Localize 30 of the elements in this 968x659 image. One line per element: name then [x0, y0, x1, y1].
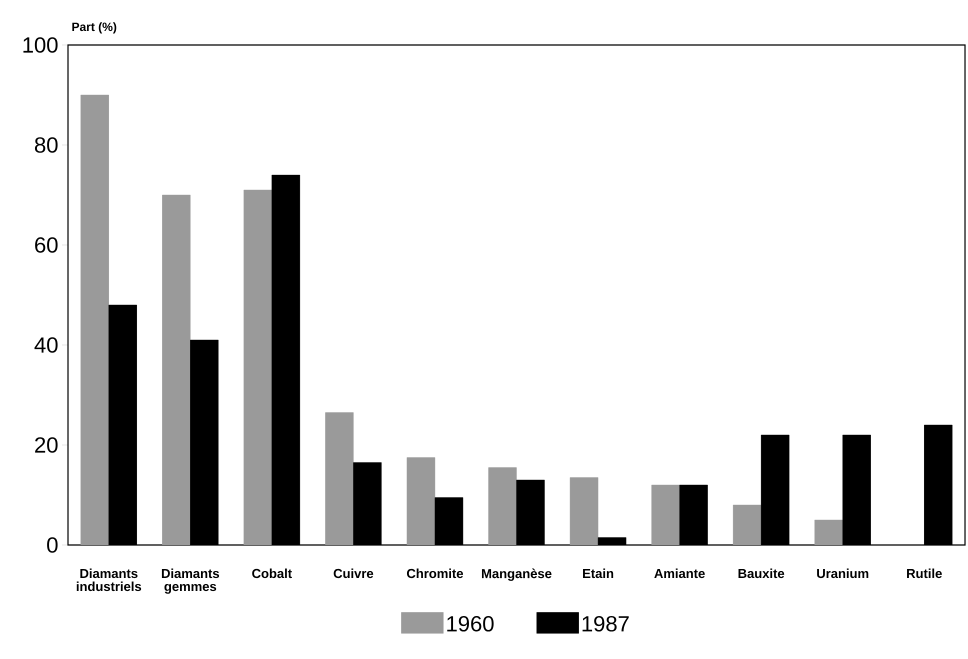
- bar: [244, 190, 272, 545]
- bar: [406, 457, 436, 545]
- bar: [570, 477, 598, 545]
- legend-label: 1987: [582, 616, 629, 632]
- bar: [80, 94, 109, 545]
- y-axis-title: Part (%): [72, 22, 116, 34]
- bar: [651, 484, 680, 545]
- x-tick-label: Cobalt: [252, 568, 292, 578]
- y-tick-label: 100: [23, 37, 58, 53]
- y-tick-label: 80: [34, 137, 58, 153]
- x-tick-label: Amiante: [654, 568, 705, 578]
- x-tick-label: Diamants industriels: [76, 568, 142, 592]
- y-tick-label: 0: [47, 537, 58, 553]
- x-tick-label: Etain: [583, 568, 614, 578]
- y-tick-label: 60: [35, 237, 58, 253]
- bar: [814, 520, 843, 545]
- y-tick-label: 40: [34, 337, 58, 353]
- y-tick-label: 20: [35, 437, 58, 453]
- x-tick-label: Manganèse: [482, 568, 552, 581]
- x-tick-label: Chromite: [406, 568, 464, 578]
- bar: [488, 467, 517, 545]
- x-tick-label: Rutile: [907, 568, 942, 578]
- x-tick-label: Bauxite: [738, 568, 784, 578]
- legend-label: 1960: [447, 616, 494, 632]
- bar: [325, 412, 354, 545]
- x-tick-label: Diamants gemmes: [162, 568, 220, 594]
- x-tick-label: Cuivre: [334, 568, 374, 578]
- bar: [732, 504, 762, 545]
- x-tick-label: Uranium: [817, 568, 868, 578]
- bar: [162, 194, 191, 545]
